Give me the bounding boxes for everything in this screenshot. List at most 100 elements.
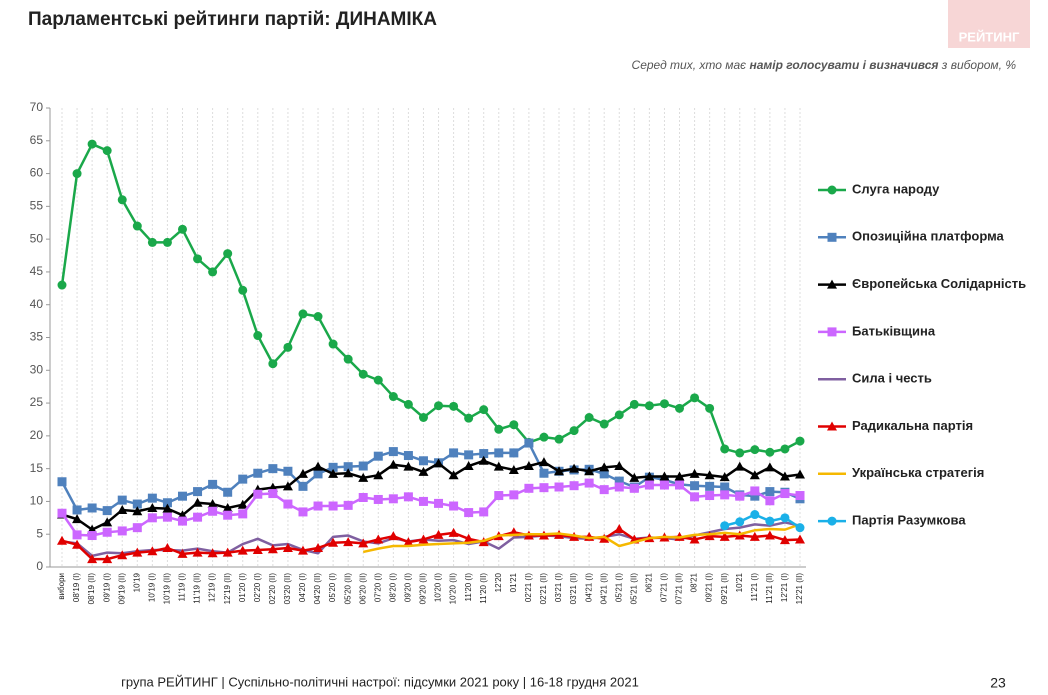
point [479,405,489,415]
point [584,466,595,476]
point [524,438,534,448]
point [795,491,805,501]
point [72,539,83,549]
point [569,463,580,473]
x-tick-label: 02'20 (II) [268,573,277,605]
point [117,550,128,560]
point [538,457,549,467]
point [193,512,203,522]
point [117,495,127,505]
point [704,470,715,480]
point [298,507,308,517]
point [282,542,293,552]
subtitle-part: Серед тих, хто має [632,58,750,72]
point [222,502,233,512]
point [132,547,143,557]
x-tick-label: 02'21 (I) [524,573,533,602]
x-tick-label: 11'20 (I) [464,573,473,602]
point [690,481,700,491]
point [403,451,413,461]
point [779,535,790,545]
x-tick-label: 07'21 (I) [660,573,669,602]
point [675,480,685,490]
x-tick-label: вибори [57,573,66,600]
point [418,412,428,422]
point [720,521,730,531]
point [313,542,324,552]
point [117,504,128,514]
point [328,462,338,472]
point [207,548,218,558]
x-tick-label: 04'21 (I) [584,573,593,602]
point [689,468,700,478]
legend-marker [827,327,837,337]
point [720,444,730,454]
point [373,451,383,461]
x-tick-label: 04'20 (I) [298,573,307,602]
point [132,506,143,516]
point [87,139,97,149]
point [614,476,624,486]
point [779,471,790,481]
point [644,480,654,490]
point [433,529,444,539]
point [147,546,158,556]
point [765,487,775,497]
x-tick-label: 12'19 (I) [208,573,217,602]
point [177,516,187,526]
point [72,530,82,540]
point [147,513,157,523]
x-tick-label: 04'21 (II) [599,573,608,605]
x-tick-label: 10'21 [735,572,744,592]
x-tick-label: 01'21 [509,572,518,592]
point [674,471,685,481]
x-tick-label: 11'20 (II) [479,573,488,604]
point [675,403,685,413]
point [147,493,157,503]
point [523,461,534,471]
point [493,461,504,471]
point [87,503,97,513]
point [750,486,760,496]
point [464,450,474,460]
point [539,432,549,442]
x-tick-label: 09'20 (I) [404,573,413,602]
point [735,448,745,458]
series-line [60,142,801,455]
series-line [60,481,801,537]
point [629,399,639,409]
y-tick-label: 40 [30,297,44,311]
y-tick-label: 60 [30,166,44,180]
point [734,461,745,471]
point [795,469,805,479]
point [449,448,459,458]
point [418,466,429,476]
point [193,254,203,264]
title: Парламентські рейтинги партій: ДИНАМІКА [28,9,437,30]
y-tick-label: 25 [30,395,44,409]
point [162,542,173,552]
point [283,466,293,476]
legend-label: Опозиційна платформа [852,229,1005,244]
point [253,489,263,499]
y-tick-label: 70 [30,100,44,114]
point [765,447,775,457]
point [57,508,67,518]
logo: РЕЙТИНГ [959,29,1020,44]
x-tick-label: 07'21 (II) [675,573,684,605]
legend-marker [827,421,837,431]
x-tick-label: 05'21 (I) [614,573,623,602]
legend-label: Сила і честь [852,371,932,386]
x-tick-label: 11'21 (I) [750,573,759,602]
point [584,478,594,488]
point [644,471,655,481]
x-tick-label: 10'19 (II) [163,573,172,605]
point [509,490,519,500]
point [223,510,233,520]
point [132,523,142,533]
legend-marker [827,516,837,526]
point [765,516,775,526]
x-tick-label: 05'21 (II) [629,573,638,605]
point [238,474,248,484]
